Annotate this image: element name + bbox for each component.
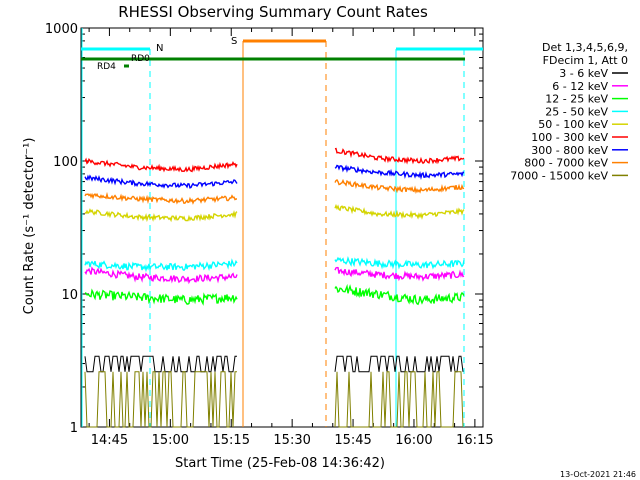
legend-label: 12 - 25 keV [545,93,608,106]
x-tick-label: 15:15 [213,433,250,448]
series-3-6keV [84,355,464,373]
legend-header-line-1: Det 1,3,4,5,6,9, [542,41,628,54]
series-line [334,371,464,428]
x-axis-ticks: 14:45 15:00 15:15 15:30 15:45 16:00 16:15 [88,28,494,448]
y-tick-label: 1000 [45,22,78,37]
series-line [334,355,464,373]
series-line [84,258,238,273]
series-50-100keV [84,203,465,223]
legend-label: 100 - 300 keV [531,131,608,144]
x-tick-label: 15:30 [273,433,310,448]
x-tick-label: 14:45 [91,433,128,448]
event-markers [81,28,483,427]
series-800-7000keV [84,178,465,205]
legend-label: 300 - 800 keV [531,144,608,157]
series-line [84,174,238,189]
footer-date: 13-Oct-2021 21:46 [560,470,636,479]
legend-label: 6 - 12 keV [552,80,608,93]
y-axis-ticks: 1 10 100 1000 [45,22,483,436]
series-7000-15000keV [84,371,464,428]
series-line [84,355,237,373]
rd0-label: RD0 [131,54,150,64]
y-tick-label: 1 [70,421,78,436]
x-axis-label: Start Time (25-Feb-08 14:36:42) [175,456,385,471]
series-line [334,283,465,306]
series-300-800keV [84,164,465,189]
x-tick-label: 16:00 [395,433,432,448]
y-tick-label: 100 [53,155,78,170]
legend-label: 3 - 6 keV [559,67,608,80]
plot-frame [80,27,484,428]
series-line [334,256,465,270]
series-line [334,147,465,165]
x-tick-label: 15:45 [334,433,371,448]
x-tick-label: 15:00 [152,433,189,448]
legend-header-line-2: FDecim 1, Att 0 [543,54,628,67]
series-line [84,266,238,285]
legend-label: 7000 - 15000 keV [510,169,608,182]
y-axis-label: Count Rate (s⁻¹ detector⁻¹) [22,138,37,315]
legend-label: 50 - 100 keV [538,118,608,131]
series-line [84,288,238,306]
legend-label: 800 - 7000 keV [524,157,608,170]
series-line [334,164,465,180]
y-tick-label: 10 [61,288,78,303]
legend: Det 1,3,4,5,6,9, FDecim 1, Att 0 3 - 6 k… [510,41,628,182]
x-tick-label: 16:15 [456,433,493,448]
series-line [334,178,465,195]
series-25-50keV [84,256,465,273]
series-lines [84,147,465,428]
series-line [334,266,465,282]
rd4-label: RD4 [97,62,116,72]
series-6-12keV [84,266,465,285]
series-line [84,371,237,428]
series-line [84,157,238,173]
series-100-300keV [84,147,465,173]
legend-label: 25 - 50 keV [545,105,608,118]
chart-title: RHESSI Observing Summary Count Rates [118,3,428,21]
series-line [334,203,465,220]
night-label: N [156,43,163,54]
series-12-25keV [84,283,465,306]
saa-label: S [231,36,237,47]
series-line [84,208,238,223]
series-line [84,191,237,205]
